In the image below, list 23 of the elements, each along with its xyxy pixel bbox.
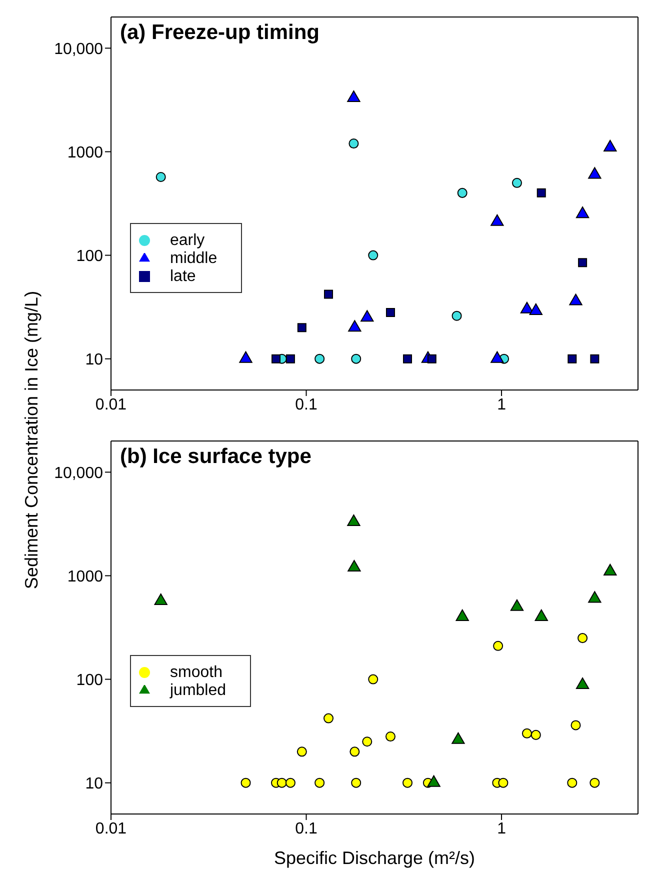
- y-tick-label: 1000: [67, 568, 104, 586]
- legend-label: early: [170, 232, 205, 249]
- legend-label: middle: [170, 250, 218, 267]
- y-tick-label: 1000: [67, 144, 104, 162]
- y-tick-label: 100: [76, 248, 104, 265]
- x-tick-label: 0.01: [95, 820, 127, 838]
- y-tick-label: 100: [76, 672, 104, 689]
- x-tick-label: 0.1: [295, 820, 318, 838]
- y-axis-title: Sediment Concentration in Ice (mg/L): [22, 290, 42, 590]
- x-tick-label: 1: [497, 396, 506, 414]
- legend-label: late: [170, 268, 196, 285]
- x-tick-label: 0.01: [95, 396, 127, 414]
- x-tick-label: 0.1: [295, 396, 318, 414]
- chart-title: (a) Freeze-up timing: [118, 21, 322, 45]
- y-tick-label: 10,000: [54, 40, 104, 58]
- legend-label: smooth: [170, 664, 222, 681]
- x-tick-label: 1: [497, 820, 506, 838]
- legend-label: jumbled: [170, 682, 226, 699]
- y-tick-label: 10: [85, 352, 104, 369]
- y-tick-label: 10,000: [54, 464, 104, 482]
- x-axis-title: Specific Discharge (m²/s): [274, 848, 476, 868]
- y-tick-label: 10: [85, 776, 104, 793]
- chart-title: (b) Ice surface type: [118, 445, 314, 469]
